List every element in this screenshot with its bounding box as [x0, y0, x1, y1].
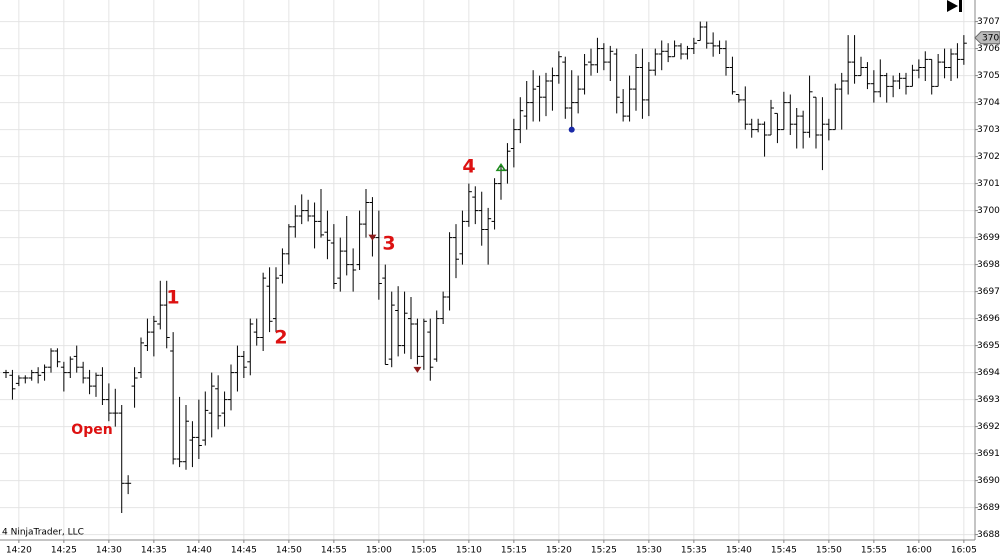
annotation: 4: [462, 156, 475, 178]
buy-marker: [495, 163, 507, 172]
y-tick-label: 3700.: [977, 206, 1000, 216]
y-tick-label: 3695.: [977, 341, 1000, 351]
y-tick-label: 3707.: [977, 17, 1000, 27]
x-tick-label: 14:30: [96, 546, 122, 556]
x-tick-label: 15:35: [681, 546, 707, 556]
x-tick-label: 15:15: [501, 546, 527, 556]
x-tick-label: 16:05: [951, 546, 977, 556]
x-tick-label: 15:25: [591, 546, 617, 556]
price-tag-label: 3706: [982, 33, 1000, 43]
x-tick-label: 15:00: [366, 546, 392, 556]
y-tick-label: 3706.: [977, 44, 1000, 54]
annotation: 3: [382, 233, 395, 255]
sell-marker: [413, 366, 422, 373]
y-tick-label: 3693.: [977, 395, 1000, 405]
y-tick-label: 3694.: [977, 368, 1000, 378]
y-tick-label: 3703.: [977, 125, 1000, 135]
sell-marker: [368, 234, 377, 241]
y-tick-label: 3699.: [977, 233, 1000, 243]
x-tick-label: 14:20: [6, 546, 32, 556]
x-tick-label: 15:55: [861, 546, 887, 556]
annotation: 2: [274, 327, 287, 349]
price-tag: [974, 31, 1000, 45]
annotation: Open: [71, 422, 112, 438]
x-tick-label: 14:55: [321, 546, 347, 556]
y-tick-label: 3704.: [977, 98, 1000, 108]
x-tick-label: 15:10: [456, 546, 482, 556]
go-to-end-icon[interactable]: [947, 0, 962, 12]
annotation: 1: [166, 287, 179, 309]
x-tick-label: 14:35: [141, 546, 167, 556]
x-tick-label: 15:40: [726, 546, 752, 556]
y-tick-label: 3701.: [977, 179, 1000, 189]
x-tick-label: 15:50: [816, 546, 842, 556]
x-tick-label: 14:50: [276, 546, 302, 556]
y-tick-label: 3688.: [977, 530, 1000, 540]
y-tick-label: 3697.: [977, 287, 1000, 297]
exit-marker: [568, 126, 575, 133]
copyright: 4 NinjaTrader, LLC: [2, 528, 84, 538]
y-tick-label: 3692.: [977, 422, 1000, 432]
x-tick-label: 15:30: [636, 546, 662, 556]
y-tick-label: 3698.: [977, 260, 1000, 270]
y-tick-label: 3690.: [977, 476, 1000, 486]
grid: [0, 0, 975, 540]
y-tick-label: 3702.: [977, 152, 1000, 162]
icon-bar: [959, 0, 962, 12]
x-tick-label: 15:05: [411, 546, 437, 556]
y-tick-label: 3705.: [977, 71, 1000, 81]
x-tick-label: 14:45: [231, 546, 257, 556]
x-tick-label: 14:40: [186, 546, 212, 556]
icon-arrow: [947, 0, 958, 12]
y-tick-label: 3689.: [977, 503, 1000, 513]
x-tick-label: 14:25: [51, 546, 77, 556]
y-tick-label: 3691.: [977, 449, 1000, 459]
y-tick-label: 3696.: [977, 314, 1000, 324]
x-tick-label: 16:00: [906, 546, 932, 556]
x-tick-label: 15:45: [771, 546, 797, 556]
x-tick-label: 15:20: [546, 546, 572, 556]
